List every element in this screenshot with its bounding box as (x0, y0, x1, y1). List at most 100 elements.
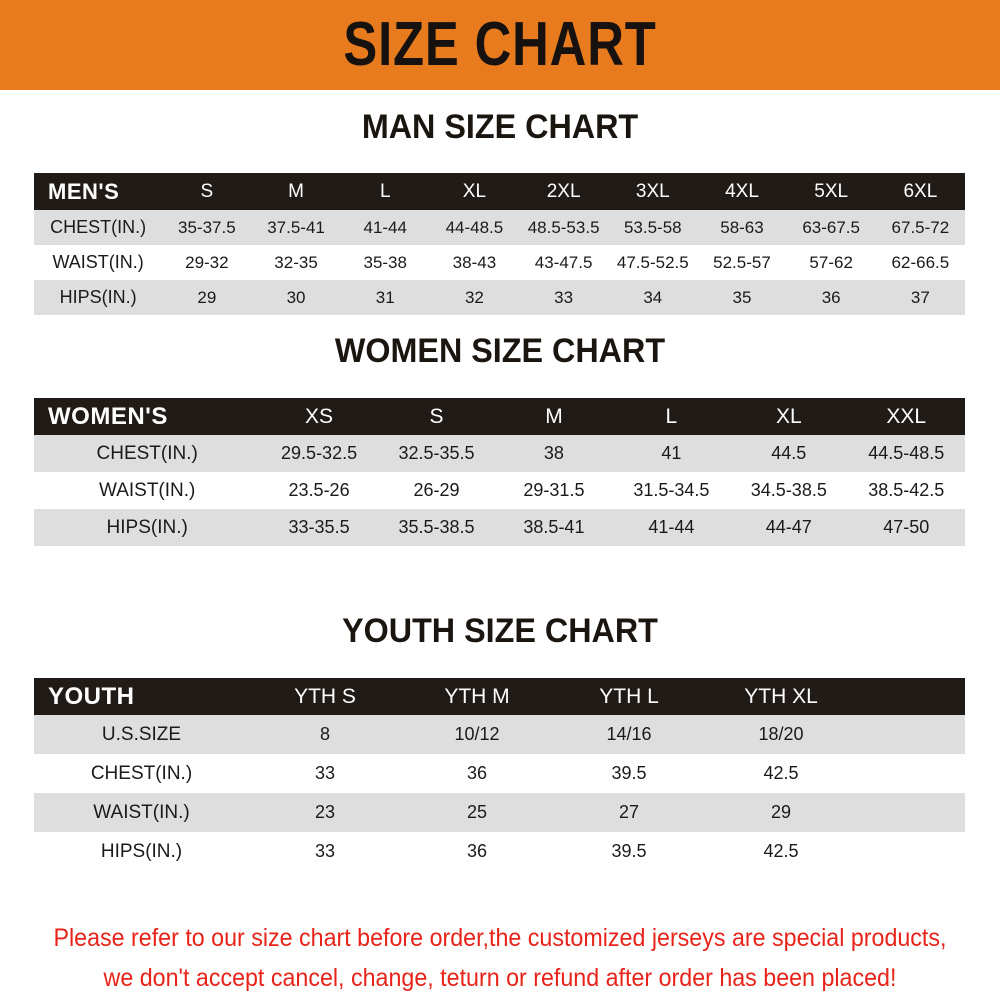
women-cell: 35.5-38.5 (398, 517, 475, 537)
man-cell: 33 (554, 287, 574, 307)
women-cell: 47-50 (883, 517, 930, 537)
women-cell: 44.5 (771, 443, 807, 463)
youth-cell: 29 (770, 802, 792, 822)
man-col-header: 2XL (546, 180, 581, 202)
women-cell: 23.5-26 (288, 480, 350, 500)
man-cell: 44-48.5 (445, 217, 504, 237)
women-cell: 31.5-34.5 (633, 480, 710, 500)
youth-cell: 36 (466, 763, 488, 783)
youth-cell: 10/12 (454, 724, 500, 744)
women-row-label: CHEST(IN.) (96, 442, 198, 464)
man-cell: 47.5-52.5 (616, 252, 689, 272)
youth-col-header: YTH L (599, 684, 659, 708)
youth-header-spacer (857, 678, 965, 715)
youth-row-label: WAIST(IN.) (93, 801, 190, 823)
man-cell: 36 (821, 287, 841, 307)
banner-title: SIZE CHART (343, 10, 657, 79)
women-cell: 44-47 (765, 517, 812, 537)
man-row-label: WAIST(IN.) (52, 252, 144, 272)
table-row: WAIST(IN.) 23.5-26 26-29 29-31.5 31.5-34… (34, 472, 965, 509)
table-row: HIPS(IN.) 33-35.5 35.5-38.5 38.5-41 41-4… (34, 509, 965, 546)
women-cell: 26-29 (413, 480, 460, 500)
footer-line-1: Please refer to our size chart before or… (53, 924, 947, 952)
women-col-header: XL (775, 404, 802, 428)
youth-cell: 23 (314, 802, 336, 822)
women-cell: 38.5-42.5 (868, 480, 945, 500)
women-size-table: WOMEN'S XS S M L XL XXL CHEST(IN.) 29.5-… (34, 398, 965, 546)
man-cell: 52.5-57 (713, 252, 771, 272)
women-section-title: WOMEN SIZE CHART (334, 332, 666, 370)
women-row-label: HIPS(IN.) (106, 516, 188, 538)
man-row-label: HIPS(IN.) (59, 287, 137, 307)
women-col-header: XS (305, 404, 334, 428)
women-row-label: WAIST(IN.) (98, 479, 196, 501)
man-cell: 63-67.5 (802, 217, 860, 237)
man-col-header: S (200, 180, 214, 202)
footer-disclaimer: Please refer to our size chart before or… (0, 918, 1000, 998)
man-col-header: 3XL (635, 180, 670, 202)
youth-cell-spacer (857, 715, 965, 754)
youth-cell: 39.5 (611, 841, 647, 861)
man-cell: 38-43 (452, 252, 497, 272)
man-cell: 35-37.5 (178, 217, 236, 237)
youth-cell: 39.5 (611, 763, 647, 783)
man-cell: 35-38 (363, 252, 407, 272)
man-cell: 53.5-58 (623, 217, 682, 237)
women-cell: 41-44 (648, 517, 695, 537)
man-cell: 58-63 (720, 217, 764, 237)
man-size-table: MEN'S S M L XL 2XL 3XL 4XL 5XL 6XL CHEST… (34, 173, 965, 315)
man-col-header: 5XL (814, 180, 849, 202)
women-table-header-row: WOMEN'S XS S M L XL XXL (34, 398, 965, 435)
man-row-label: CHEST(IN.) (50, 217, 147, 237)
youth-cell-spacer (857, 832, 965, 871)
women-cell: 29-31.5 (523, 480, 585, 500)
man-cell: 31 (375, 287, 395, 307)
man-cell: 57-62 (809, 252, 853, 272)
man-col-header: 4XL (725, 180, 759, 202)
man-cell: 35 (732, 287, 752, 307)
women-col-header: S (429, 404, 444, 428)
women-col-header: L (665, 404, 678, 428)
man-corner-label: MEN'S (48, 178, 120, 204)
man-col-header: 6XL (903, 180, 938, 202)
table-row: HIPS(IN.) 29 30 31 32 33 34 35 36 37 (34, 280, 965, 315)
man-cell: 37.5-41 (267, 217, 325, 237)
man-cell: 30 (286, 287, 306, 307)
youth-col-header: YTH M (444, 684, 510, 708)
youth-cell-spacer (857, 793, 965, 832)
youth-cell: 25 (466, 802, 488, 822)
man-cell: 67.5-72 (891, 217, 950, 237)
youth-row-label: CHEST(IN.) (90, 762, 193, 784)
women-cell: 29.5-32.5 (281, 443, 358, 463)
table-row: CHEST(IN.) 33 36 39.5 42.5 (34, 754, 965, 793)
table-row: WAIST(IN.) 29-32 32-35 35-38 38-43 43-47… (34, 245, 965, 280)
youth-col-header: YTH XL (744, 684, 818, 708)
youth-cell-spacer (857, 754, 965, 793)
man-section-title: MAN SIZE CHART (361, 108, 639, 146)
man-col-header: XL (462, 180, 487, 202)
man-cell: 29-32 (185, 252, 229, 272)
man-col-header: M (288, 180, 304, 202)
women-cell: 38.5-41 (523, 517, 585, 537)
table-row: HIPS(IN.) 33 36 39.5 42.5 (34, 832, 965, 871)
man-cell: 48.5-53.5 (527, 217, 600, 237)
women-col-header: M (545, 404, 563, 428)
women-cell: 38 (543, 443, 564, 463)
youth-corner-label: YOUTH (48, 682, 135, 710)
youth-table-header-row: YOUTH YTH S YTH M YTH L YTH XL (34, 678, 965, 715)
man-cell: 41-44 (363, 217, 407, 237)
man-cell: 62-66.5 (891, 252, 950, 272)
youth-cell: 42.5 (763, 763, 799, 783)
table-row: CHEST(IN.) 35-37.5 37.5-41 41-44 44-48.5… (34, 210, 965, 245)
youth-cell: 33 (314, 763, 336, 783)
man-cell: 37 (910, 287, 930, 307)
youth-cell: 18/20 (758, 724, 804, 744)
man-table-header-row: MEN'S S M L XL 2XL 3XL 4XL 5XL 6XL (34, 173, 965, 210)
banner: SIZE CHART (0, 0, 1000, 90)
man-cell: 29 (197, 287, 217, 307)
women-cell: 34.5-38.5 (750, 480, 827, 500)
youth-cell: 27 (618, 802, 640, 822)
youth-section-title: YOUTH SIZE CHART (342, 612, 658, 650)
footer-line-2: we don't accept cancel, change, teturn o… (103, 964, 897, 992)
